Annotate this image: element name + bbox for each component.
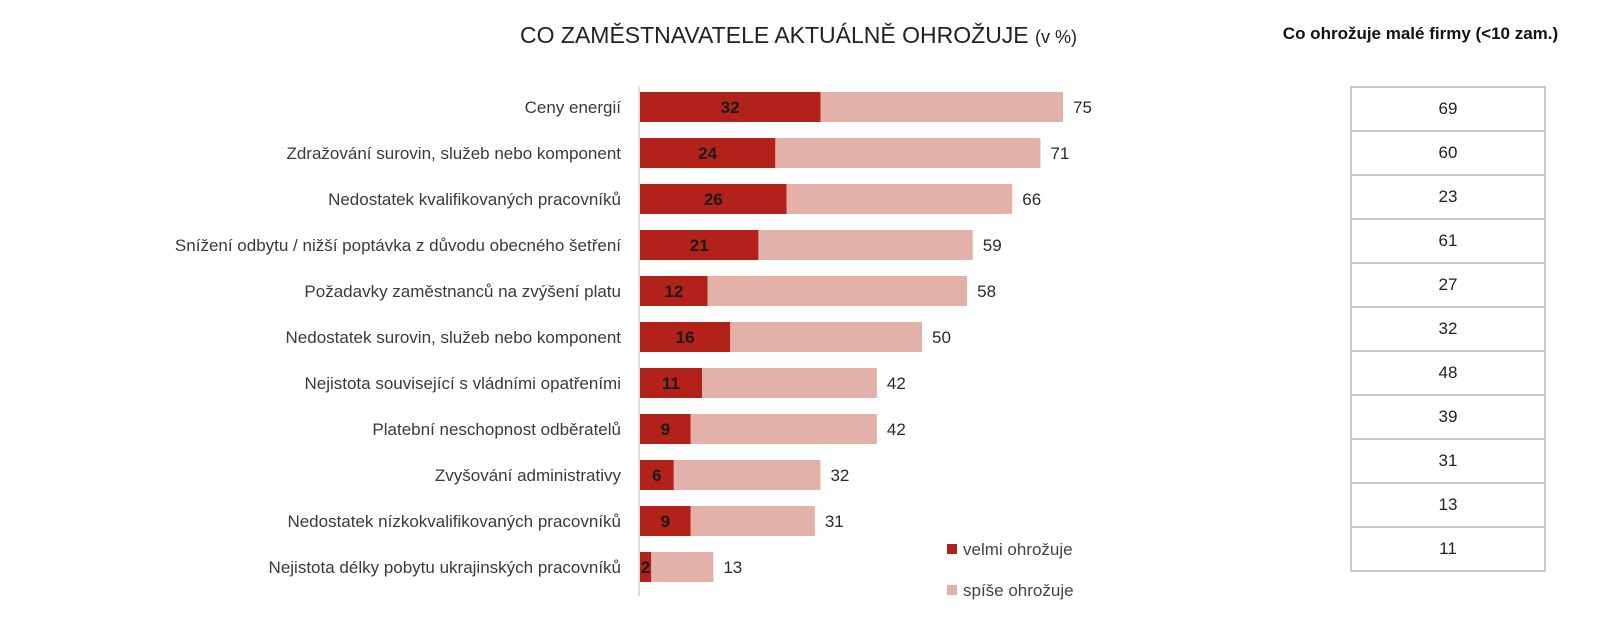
bar-velmi-ohrozuje	[640, 552, 652, 582]
bar-velmi-ohrozuje	[640, 460, 674, 490]
data-label-velmi: 6	[652, 466, 661, 485]
total-label: 59	[983, 236, 1002, 255]
total-label: 32	[830, 466, 849, 485]
category-label: Nedostatek nízkokvalifikovaných pracovní…	[287, 512, 621, 531]
table-cell: 48	[1350, 350, 1546, 396]
bar-velmi-ohrozuje	[640, 322, 731, 352]
bar-spise-ohrozuje	[707, 276, 968, 306]
legend-swatch	[947, 544, 957, 554]
small-firms-table: 69 60 23 61 27 32 48 39 31 13 11	[1350, 86, 1546, 572]
category-label: Nedostatek surovin, služeb nebo komponen…	[286, 328, 622, 347]
bar-velmi-ohrozuje	[640, 506, 691, 536]
bar-velmi-ohrozuje	[640, 230, 759, 260]
table-row: 31	[1350, 438, 1546, 484]
category-label: Nedostatek kvalifikovaných pracovníků	[328, 190, 621, 209]
chart-title-text: CO ZAMĚSTNAVATELE AKTUÁLNĚ OHROŽUJE	[520, 22, 1029, 48]
bar-velmi-ohrozuje	[640, 414, 691, 444]
table-cell: 32	[1350, 306, 1546, 352]
bar-spise-ohrozuje	[702, 368, 877, 398]
total-label: 31	[825, 512, 844, 531]
table-row: 27	[1350, 262, 1546, 308]
table-row: 69	[1350, 86, 1546, 132]
data-label-velmi: 16	[676, 328, 695, 347]
table-row: 61	[1350, 218, 1546, 264]
total-label: 42	[887, 374, 906, 393]
data-label-velmi: 12	[664, 282, 683, 301]
bar-spise-ohrozuje	[820, 92, 1063, 122]
bar-spise-ohrozuje	[758, 230, 973, 260]
category-label: Snížení odbytu / nižší poptávka z důvodu…	[175, 236, 621, 255]
chart-title: CO ZAMĚSTNAVATELE AKTUÁLNĚ OHROŽUJE (v %…	[520, 22, 1077, 49]
table-row: 13	[1350, 482, 1546, 528]
category-label: Zdražování surovin, služeb nebo komponen…	[286, 144, 621, 163]
data-label-velmi: 32	[721, 98, 740, 117]
side-table-title: Co ohrožuje malé firmy (<10 zam.)	[1282, 24, 1559, 43]
data-label-velmi: 9	[661, 420, 670, 439]
table-cell: 13	[1350, 482, 1546, 528]
total-label: 42	[887, 420, 906, 439]
bar-spise-ohrozuje	[651, 552, 714, 582]
category-label: Nejistota související s vládními opatřen…	[304, 374, 621, 393]
legend-label: velmi ohrožuje	[963, 540, 1073, 559]
bar-velmi-ohrozuje	[640, 92, 821, 122]
stacked-bar-chart: Ceny energií 32 75 Zdražování surovin, služ…	[175, 86, 1092, 600]
table-row: 60	[1350, 130, 1546, 176]
bar-velmi-ohrozuje	[640, 184, 787, 214]
bar-spise-ohrozuje	[673, 460, 821, 490]
legend-label: spíše ohrožuje	[963, 581, 1074, 600]
data-label-velmi: 24	[698, 144, 717, 163]
total-label: 71	[1050, 144, 1069, 163]
table-cell: 27	[1350, 262, 1546, 308]
table-cell: 60	[1350, 130, 1546, 176]
legend-swatch	[947, 585, 957, 595]
bar-spise-ohrozuje	[730, 322, 922, 352]
total-label: 75	[1073, 98, 1092, 117]
table-cell: 11	[1350, 526, 1546, 572]
table-row: 32	[1350, 306, 1546, 352]
data-label-velmi: 9	[661, 512, 670, 531]
total-label: 50	[932, 328, 951, 347]
total-label: 66	[1022, 190, 1041, 209]
table-cell: 31	[1350, 438, 1546, 484]
total-label: 58	[977, 282, 996, 301]
data-label-velmi: 21	[690, 236, 709, 255]
category-label: Zvyšování administrativy	[435, 466, 622, 485]
total-label: 13	[723, 558, 742, 577]
bar-spise-ohrozuje	[690, 506, 815, 536]
bar-spise-ohrozuje	[775, 138, 1041, 168]
bar-velmi-ohrozuje	[640, 276, 708, 306]
table-row: 48	[1350, 350, 1546, 396]
data-label-velmi: 11	[662, 374, 680, 393]
chart-title-unit: (v %)	[1035, 27, 1078, 47]
data-label-velmi: 2	[641, 558, 650, 577]
bar-velmi-ohrozuje	[640, 138, 776, 168]
table-row: 39	[1350, 394, 1546, 440]
table-row: 11	[1350, 526, 1546, 572]
table-cell: 69	[1350, 86, 1546, 132]
bar-spise-ohrozuje	[690, 414, 877, 444]
category-label: Nejistota délky pobytu ukrajinských prac…	[269, 558, 621, 577]
table-cell: 23	[1350, 174, 1546, 220]
table-cell: 61	[1350, 218, 1546, 264]
table-row: 23	[1350, 174, 1546, 220]
bar-spise-ohrozuje	[786, 184, 1013, 214]
category-label: Ceny energií	[525, 98, 622, 117]
bar-velmi-ohrozuje	[640, 368, 703, 398]
table-cell: 39	[1350, 394, 1546, 440]
category-label: Požadavky zaměstnanců na zvýšení platu	[304, 282, 621, 301]
data-label-velmi: 26	[704, 190, 723, 209]
category-label: Platební neschopnost odběratelů	[372, 420, 621, 439]
